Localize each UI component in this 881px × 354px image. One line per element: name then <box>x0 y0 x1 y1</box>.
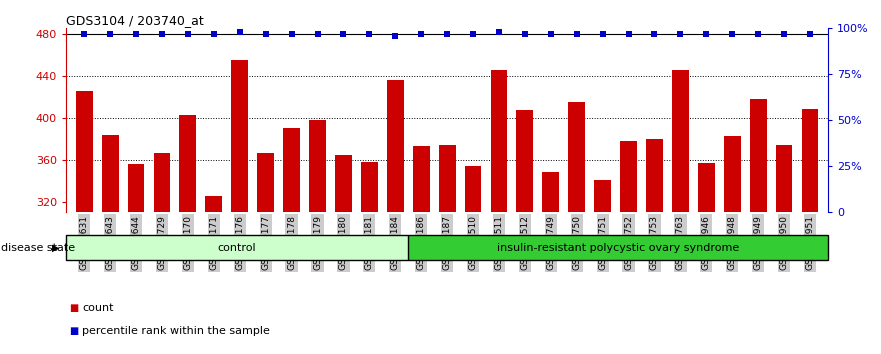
Point <box>181 31 195 37</box>
Point <box>621 31 635 37</box>
Point <box>570 31 584 37</box>
Point <box>155 31 169 37</box>
Point <box>310 31 324 37</box>
Bar <box>543 172 559 212</box>
Point <box>518 31 532 37</box>
Bar <box>387 80 403 212</box>
Bar <box>568 102 585 212</box>
Bar <box>205 195 222 212</box>
Text: percentile rank within the sample: percentile rank within the sample <box>82 326 270 336</box>
Point <box>337 31 351 37</box>
Point <box>233 29 247 35</box>
Point <box>285 31 299 37</box>
Bar <box>724 136 741 212</box>
Point <box>492 29 506 35</box>
Point <box>259 31 273 37</box>
Bar <box>76 91 93 212</box>
Bar <box>101 135 119 212</box>
Bar <box>775 145 793 212</box>
Bar <box>646 139 663 212</box>
Bar <box>620 141 637 212</box>
Bar <box>516 110 533 212</box>
Bar <box>153 154 170 212</box>
Text: insulin-resistant polycystic ovary syndrome: insulin-resistant polycystic ovary syndr… <box>497 243 739 253</box>
Point <box>803 31 817 37</box>
Point <box>725 31 739 37</box>
Text: GDS3104 / 203740_at: GDS3104 / 203740_at <box>66 14 204 27</box>
Point <box>544 31 558 37</box>
Bar <box>413 146 430 212</box>
Bar <box>180 115 196 212</box>
Bar <box>361 162 378 212</box>
Bar <box>802 109 818 212</box>
Text: count: count <box>82 303 114 313</box>
Point <box>700 31 714 37</box>
Point <box>777 31 791 37</box>
Bar <box>335 155 352 212</box>
Bar <box>232 60 248 212</box>
Point <box>648 31 662 37</box>
Point <box>596 31 610 37</box>
Text: ■: ■ <box>69 303 78 313</box>
Point <box>440 31 454 37</box>
Bar <box>491 70 507 212</box>
Text: ▶: ▶ <box>51 243 59 253</box>
Bar <box>464 166 481 212</box>
Point <box>78 31 92 37</box>
Text: disease state: disease state <box>1 243 75 253</box>
Bar <box>66 235 408 260</box>
Point <box>129 31 143 37</box>
Point <box>389 33 403 39</box>
Text: ■: ■ <box>69 326 78 336</box>
Bar <box>594 180 611 212</box>
Bar <box>257 154 274 212</box>
Bar <box>439 145 455 212</box>
Point <box>751 31 766 37</box>
Point <box>207 31 221 37</box>
Bar <box>750 99 766 212</box>
Bar <box>672 70 689 212</box>
Point <box>362 31 376 37</box>
Bar <box>283 128 300 212</box>
Bar <box>698 163 714 212</box>
Point <box>673 31 687 37</box>
Point <box>414 31 428 37</box>
Text: control: control <box>218 243 256 253</box>
Point <box>103 31 117 37</box>
Bar <box>128 164 144 212</box>
Point <box>466 31 480 37</box>
Bar <box>408 235 828 260</box>
Bar <box>309 120 326 212</box>
